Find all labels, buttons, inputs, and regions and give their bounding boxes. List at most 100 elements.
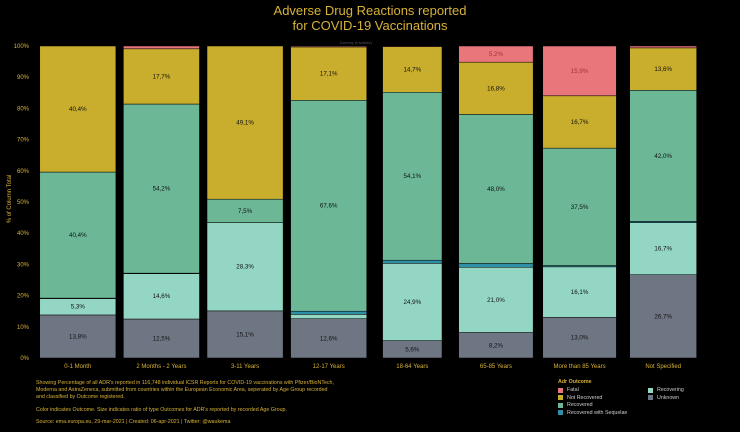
bar-segment — [123, 103, 200, 274]
legend-item: Recovering — [648, 387, 718, 393]
bar-segment — [629, 45, 697, 49]
y-tick-label: 90% — [17, 75, 30, 81]
bar-segment — [382, 92, 443, 261]
bar-segment — [290, 45, 367, 48]
legend-item: Fatal — [558, 387, 648, 393]
bar-segment — [123, 45, 200, 50]
data-label: 40,4% — [69, 232, 87, 239]
data-label: 48,0% — [487, 186, 505, 193]
data-label: 13,8% — [69, 333, 87, 340]
bar-segment — [542, 95, 617, 149]
bar-segment — [629, 222, 697, 275]
legend-label: Fatal — [567, 387, 579, 393]
legend-spacer — [648, 410, 718, 416]
chart-title-line1: Adverse Drug Reactions reported — [273, 3, 467, 18]
bar-segment — [123, 48, 200, 105]
bar-segment — [382, 46, 443, 93]
x-tick-label: 2 Months - 2 Years — [136, 364, 186, 370]
data-label: 13,6% — [654, 66, 672, 73]
bar-segment — [458, 332, 534, 359]
bar-segment — [629, 90, 697, 222]
bar-segment — [382, 259, 443, 264]
legend-swatch — [558, 395, 563, 400]
x-tick-label: 3-11 Years — [231, 364, 259, 370]
data-label: 24,9% — [404, 299, 422, 306]
data-label: 5,2% — [489, 51, 504, 58]
bar-segment — [206, 222, 284, 312]
chart-canvas: 0% 10% 20% 30% 40% 50% 60% 70% 80% 90% 100% 13,8% 5,… — [14, 44, 697, 370]
bar-segment — [458, 61, 534, 115]
data-label: 14,7% — [404, 66, 422, 73]
data-label: 40,4% — [69, 106, 87, 113]
data-label: 54,2% — [153, 186, 171, 193]
x-tick-label: More than 85 Years — [554, 364, 606, 370]
data-label: 37,5% — [571, 204, 589, 211]
data-label: 5,6% — [405, 346, 420, 353]
bar-segment — [290, 310, 367, 315]
watermark: Dummy (Invisible) — [340, 40, 373, 45]
data-label: 12,5% — [153, 336, 171, 343]
bar-segment — [290, 100, 367, 312]
footer-line2: Moderna and AstraZeneca, submitted from … — [36, 387, 328, 394]
bar-segment — [206, 310, 284, 359]
y-tick-label: 40% — [17, 231, 30, 237]
data-label: 7,5% — [238, 208, 253, 215]
bar-segment — [629, 47, 697, 91]
legend-label: Unknown — [657, 394, 680, 401]
data-label: 12,6% — [320, 335, 338, 342]
data-label: 14,6% — [153, 293, 171, 300]
legend-label: Recovering — [657, 387, 684, 393]
data-label: 28,3% — [236, 264, 254, 271]
bar-segment — [123, 318, 200, 359]
legend: Adr Outcome Fatal Recovering Not Recovered… — [558, 379, 718, 416]
data-label: 67,6% — [320, 203, 338, 210]
legend-swatch — [648, 387, 653, 393]
y-tick-label: 50% — [17, 200, 30, 206]
bar-segment — [458, 114, 534, 264]
legend-label: Recovered with Sequelae — [567, 409, 628, 416]
bar-segment — [290, 46, 367, 101]
y-tick-label: 60% — [17, 169, 30, 175]
data-label: 49,1% — [236, 120, 254, 127]
legend-label: Not Recovered — [567, 394, 603, 401]
y-tick-label: 20% — [17, 294, 30, 300]
bar-segment — [542, 147, 617, 266]
data-label: 5,3% — [71, 304, 86, 311]
bar-segment — [629, 274, 697, 359]
bar-segment — [39, 171, 117, 299]
legend-item: Unknown — [648, 395, 718, 401]
data-label: 21,0% — [487, 297, 505, 304]
data-label: 16,8% — [487, 85, 505, 92]
x-tick-label: 65-85 Years — [480, 364, 512, 370]
y-tick-label: 0% — [20, 356, 29, 362]
chart-title: Adverse Drug Reactions reported for COVI… — [0, 3, 740, 33]
x-tick-label: 18-64 Years — [396, 364, 428, 370]
y-tick-label: 80% — [17, 106, 30, 112]
bar-segment — [542, 45, 617, 97]
footer-source: Source: ema.europa.eu, 29-mar-2021 | Cre… — [36, 418, 231, 425]
bar-segment — [382, 263, 443, 341]
footer-notes: Showing Percentage of all ADR's reported… — [36, 380, 536, 431]
legend-item: Recovered — [558, 402, 648, 408]
bar-segment — [542, 266, 617, 318]
data-label: 8,2% — [489, 342, 504, 349]
y-tick-label: 30% — [17, 262, 30, 268]
data-label: 17,7% — [153, 73, 171, 80]
y-tick-label: 10% — [17, 325, 30, 331]
legend-title: Adr Outcome — [558, 379, 592, 385]
data-label: 13,0% — [571, 335, 589, 342]
legend-spacer — [648, 402, 718, 408]
bar-segment — [39, 314, 117, 359]
data-label: 15,9% — [571, 68, 589, 75]
footer-line1: Showing Percentage of all ADR's reported… — [36, 380, 334, 386]
y-tick-label: 100% — [14, 44, 30, 50]
bar-segment — [39, 45, 117, 173]
legend-swatch — [558, 402, 563, 408]
footer-line3: and classified by Outcome registered. — [36, 394, 125, 401]
bar-segment — [206, 45, 284, 200]
bar-segment — [458, 267, 534, 333]
bar-segment — [123, 273, 200, 320]
data-label: 16,7% — [654, 246, 672, 253]
data-label: 26,7% — [654, 313, 672, 320]
chart-title-line2: for COVID-19 Vaccinations — [292, 18, 448, 33]
